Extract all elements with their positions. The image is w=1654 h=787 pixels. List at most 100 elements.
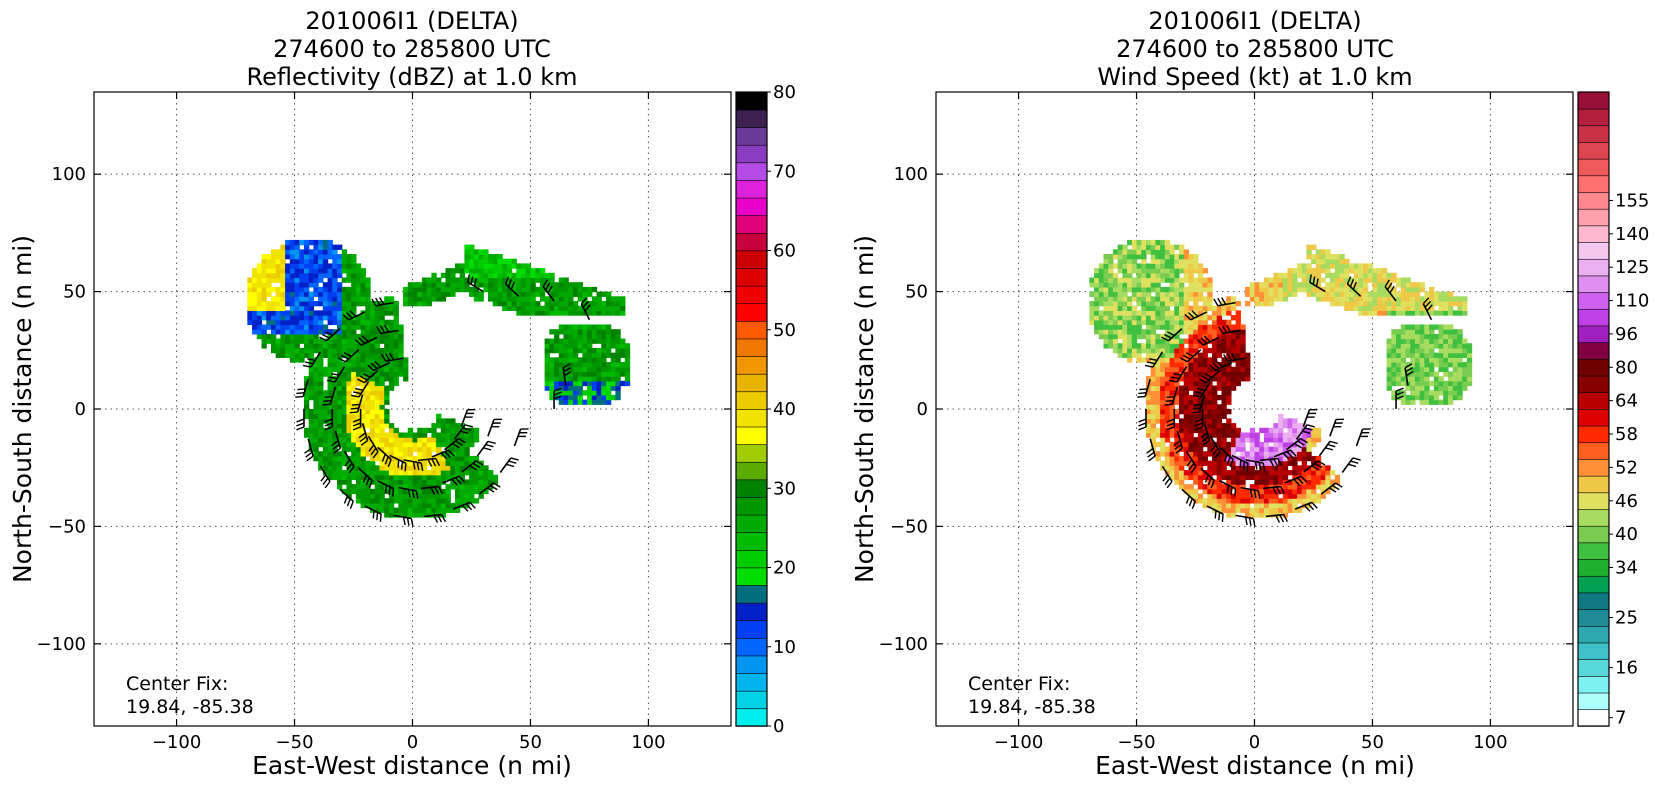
field-cell xyxy=(1155,394,1161,401)
field-cell xyxy=(313,390,319,396)
field-cell xyxy=(370,437,376,443)
field-cell xyxy=(1235,329,1241,335)
field-cell xyxy=(303,310,310,316)
field-cell xyxy=(1391,310,1397,316)
field-cell xyxy=(1419,296,1425,302)
field-cell xyxy=(1212,502,1218,509)
field-cell xyxy=(1334,296,1341,302)
wind-barb-feather xyxy=(1253,489,1257,499)
field-cell xyxy=(1278,465,1284,471)
field-cell xyxy=(1221,409,1227,415)
field-cell xyxy=(374,502,381,509)
field-cell xyxy=(1386,286,1392,293)
field-cell xyxy=(1207,291,1213,297)
field-cell xyxy=(1193,465,1199,471)
right-center-fix-label: Center Fix: xyxy=(968,673,1070,695)
field-cell xyxy=(539,305,546,311)
colorbar-level xyxy=(1577,492,1610,510)
field-cell xyxy=(1145,413,1152,419)
field-cell xyxy=(1443,362,1449,368)
wind-barb xyxy=(334,430,342,449)
field-cell xyxy=(1131,319,1138,326)
field-cell xyxy=(1230,498,1237,504)
field-cell xyxy=(1287,427,1293,434)
field-cell xyxy=(351,291,357,297)
field-cell xyxy=(421,460,428,466)
field-cell xyxy=(355,432,362,438)
field-cell xyxy=(1405,399,1411,405)
field-cell xyxy=(1094,268,1100,274)
field-cell xyxy=(365,423,371,429)
field-cell xyxy=(1344,305,1350,311)
field-cell xyxy=(582,291,588,297)
field-cell xyxy=(1296,493,1303,499)
field-cell xyxy=(1160,268,1166,274)
field-cell xyxy=(1103,286,1109,293)
field-cell xyxy=(360,413,366,419)
field-cell xyxy=(1141,249,1147,255)
field-cell xyxy=(1193,474,1199,481)
field-cell xyxy=(610,357,616,363)
field-cell xyxy=(1145,286,1152,293)
wind-barb-feather xyxy=(345,312,353,319)
field-cell xyxy=(332,432,338,438)
field-cell xyxy=(431,432,437,438)
field-cell xyxy=(1287,507,1293,513)
field-cell xyxy=(1433,394,1440,401)
field-cell xyxy=(1254,446,1260,452)
field-cell xyxy=(1462,362,1468,368)
wind-barb xyxy=(1167,328,1183,342)
field-cell xyxy=(554,357,560,363)
field-cell xyxy=(1254,455,1260,462)
field-cell xyxy=(289,291,296,297)
field-cell xyxy=(332,418,338,424)
field-cell xyxy=(266,324,272,330)
field-cell xyxy=(431,507,437,513)
field-cell xyxy=(355,366,362,373)
field-cell xyxy=(1377,300,1383,307)
field-cell xyxy=(1174,277,1180,283)
field-cell xyxy=(1207,324,1213,330)
field-cell xyxy=(445,474,451,481)
wind-barb xyxy=(1181,488,1196,502)
field-cell xyxy=(1414,394,1421,401)
colorbar-level xyxy=(735,655,768,674)
field-cell xyxy=(261,263,267,269)
field-cell xyxy=(502,305,508,311)
field-cell xyxy=(1131,324,1138,330)
field-cell xyxy=(1094,300,1100,307)
field-cell xyxy=(440,286,447,293)
field-cell xyxy=(256,272,263,279)
field-cell xyxy=(1462,305,1468,311)
field-cell xyxy=(554,347,560,354)
field-cell xyxy=(1197,446,1204,452)
field-cell xyxy=(299,296,305,302)
field-cell xyxy=(1226,507,1232,513)
field-cell xyxy=(303,338,310,344)
field-cell xyxy=(1103,324,1109,330)
field-cell xyxy=(1334,474,1341,481)
field-cell xyxy=(1301,286,1308,293)
field-cell xyxy=(426,488,432,495)
wind-barb-feather xyxy=(402,516,406,526)
field-cell xyxy=(1193,347,1199,354)
field-cell xyxy=(285,319,291,326)
wind-barb-feather xyxy=(324,395,333,399)
field-cell xyxy=(1098,277,1105,283)
field-cell xyxy=(1164,305,1171,311)
field-cell xyxy=(327,451,333,457)
field-cell xyxy=(313,441,319,448)
field-cell xyxy=(407,437,414,443)
field-cell xyxy=(1155,413,1161,419)
field-cell xyxy=(1136,268,1142,274)
field-cell xyxy=(388,338,395,344)
field-cell xyxy=(483,254,489,260)
field-cell xyxy=(303,315,310,321)
field-cell xyxy=(1414,366,1421,373)
field-cell xyxy=(1353,277,1359,283)
field-cell xyxy=(261,291,267,297)
field-cell xyxy=(1221,484,1227,490)
field-cell xyxy=(1315,470,1322,476)
field-cell xyxy=(365,418,371,424)
field-cell xyxy=(365,409,371,415)
